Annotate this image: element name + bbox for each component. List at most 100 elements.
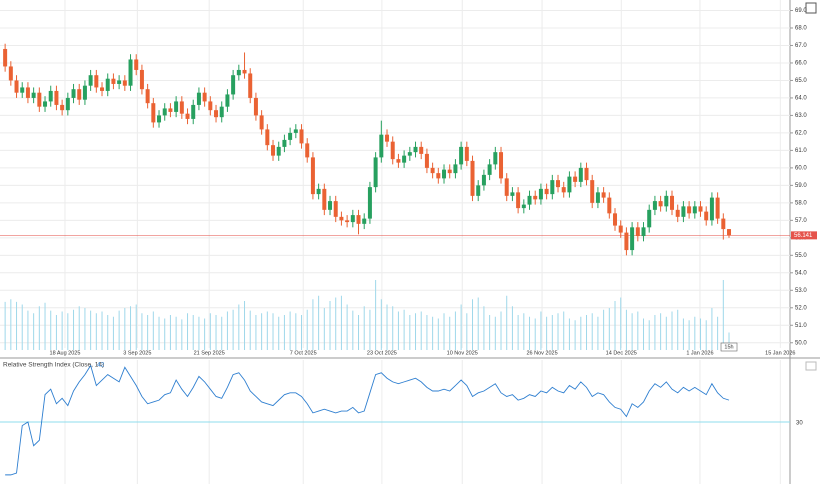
volume-bar <box>711 308 713 350</box>
volume-bar <box>118 310 120 350</box>
labels: Relative Strength Index (Close, 14) 50.0… <box>3 8 817 427</box>
candle-body <box>544 188 549 195</box>
candle-body <box>595 192 600 203</box>
volume-bar <box>318 295 320 350</box>
volume-bar <box>483 306 485 350</box>
volume-bar <box>358 315 360 350</box>
volume-bar <box>534 318 536 350</box>
volume-bar <box>511 306 513 350</box>
volume-bar <box>363 306 365 350</box>
rsi-line <box>5 364 730 476</box>
x-tick-label: 7 Oct 2025 <box>290 350 317 356</box>
volume-bar <box>625 309 627 350</box>
y-tick-label: 63.0 <box>795 113 807 119</box>
candle-body <box>396 159 401 163</box>
candle-body <box>139 69 144 90</box>
candle-body <box>305 143 310 158</box>
y-tick-label: 68.0 <box>795 26 807 32</box>
candle-body <box>470 160 475 196</box>
y-tick-label: 64.0 <box>795 96 807 102</box>
popout-icon[interactable] <box>805 2 817 14</box>
volume-bar <box>272 313 274 350</box>
candle-body <box>367 187 372 219</box>
candle-body <box>373 157 378 188</box>
volume-bar <box>84 308 86 350</box>
candle-body <box>196 92 201 105</box>
volume-bar <box>694 316 696 350</box>
volume-bar <box>489 315 491 350</box>
y-tick-label: 51.0 <box>795 323 807 329</box>
volume-bar <box>289 311 291 350</box>
volume-bar <box>637 311 639 350</box>
candle-body <box>31 92 36 98</box>
candle-body <box>168 108 173 112</box>
volume-bar <box>352 310 354 350</box>
candle-body <box>82 85 87 100</box>
volume-bar <box>551 315 553 350</box>
volume-bar <box>278 316 280 350</box>
y-tick-label: 65.0 <box>795 78 807 84</box>
volume-bar <box>175 316 177 350</box>
candle-body <box>601 192 606 198</box>
volume-bar <box>700 318 702 350</box>
candle-body <box>299 129 304 144</box>
volume-bar <box>409 315 411 350</box>
candle-body <box>214 110 219 118</box>
volume-bar <box>323 308 325 350</box>
candle-body <box>721 218 726 230</box>
volume-bar <box>705 320 707 350</box>
volume-bar <box>443 313 445 350</box>
volume-bar <box>44 302 46 350</box>
volume-bar <box>517 315 519 350</box>
volume-bar <box>4 301 6 350</box>
volume-bar <box>147 315 149 350</box>
candle-body <box>117 80 122 84</box>
candle-body <box>276 146 281 156</box>
candle-body <box>584 167 589 181</box>
candle-body <box>618 225 623 233</box>
volume-bar <box>677 309 679 350</box>
volume-bar <box>335 297 337 350</box>
volume-bar <box>67 313 69 350</box>
volume-bar <box>209 313 211 350</box>
candle-body <box>407 152 412 156</box>
volume-bar <box>386 304 388 350</box>
candle-body <box>630 227 635 251</box>
candle-body <box>191 104 196 119</box>
candle-body <box>37 92 42 107</box>
candle-body <box>521 204 526 209</box>
volume-bar <box>312 299 314 350</box>
candle-body <box>105 78 110 91</box>
candle-body <box>556 180 561 188</box>
volume-bar <box>415 313 417 350</box>
candle-body <box>442 169 447 179</box>
volume-bar <box>380 299 382 350</box>
volume-bar <box>597 316 599 350</box>
volume-bar <box>90 310 92 350</box>
volume-bar <box>529 316 531 350</box>
candle-body <box>510 192 515 196</box>
candle-body <box>77 89 82 100</box>
x-tick-label: 1 Jan 2026 <box>686 350 713 356</box>
pane-button[interactable] <box>805 361 817 371</box>
volume-bar <box>340 295 342 350</box>
candle-body <box>675 209 680 217</box>
volume-bar <box>591 313 593 350</box>
volume-bar <box>648 320 650 350</box>
x-tick-label: 21 Sep 2025 <box>194 350 225 356</box>
volume-bar <box>557 313 559 350</box>
countdown-label: 15h <box>724 344 733 350</box>
candle-body <box>453 164 458 174</box>
volume-bar <box>187 313 189 350</box>
volume-bar <box>660 313 662 350</box>
candle-body <box>100 87 105 91</box>
candle-body <box>487 164 492 175</box>
volume-bar <box>460 304 462 350</box>
rsi-tick-label: 30 <box>796 421 803 427</box>
volume-bar <box>261 313 263 350</box>
volume-bar <box>477 297 479 350</box>
volume-bar <box>255 315 257 350</box>
volume-bar <box>158 316 160 350</box>
candle-body <box>715 197 720 219</box>
